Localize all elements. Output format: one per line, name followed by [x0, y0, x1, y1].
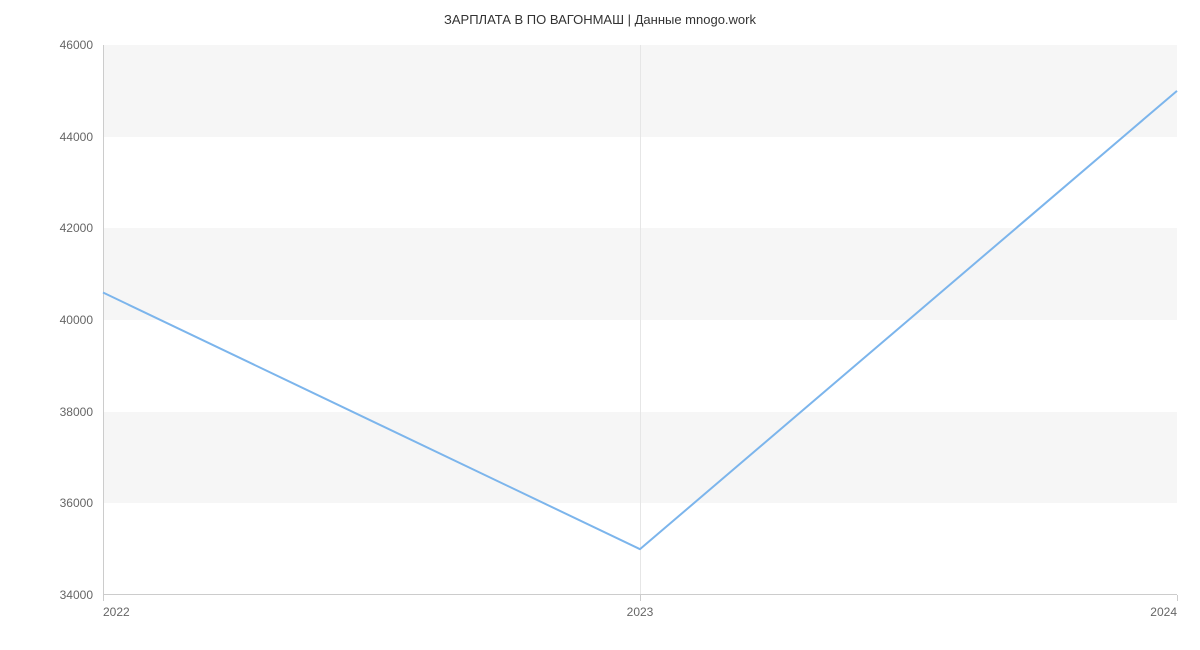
x-tick-mark	[1177, 595, 1178, 601]
y-tick-label: 46000	[60, 38, 93, 52]
y-tick-label: 36000	[60, 496, 93, 510]
salary-line-chart: ЗАРПЛАТА В ПО ВАГОНМАШ | Данные mnogo.wo…	[0, 0, 1200, 650]
series-line-salary	[103, 91, 1177, 549]
x-tick-mark	[103, 595, 104, 601]
x-tick-label: 2023	[627, 605, 654, 619]
y-tick-label: 38000	[60, 405, 93, 419]
y-tick-label: 44000	[60, 130, 93, 144]
chart-title: ЗАРПЛАТА В ПО ВАГОНМАШ | Данные mnogo.wo…	[0, 12, 1200, 27]
y-tick-label: 34000	[60, 588, 93, 602]
x-tick-label: 2022	[103, 605, 130, 619]
line-series-layer	[103, 45, 1177, 595]
y-tick-label: 40000	[60, 313, 93, 327]
x-tick-mark	[640, 595, 641, 601]
x-tick-label: 2024	[1150, 605, 1177, 619]
y-tick-label: 42000	[60, 221, 93, 235]
plot-area: 2022202320243400036000380004000042000440…	[103, 45, 1177, 595]
